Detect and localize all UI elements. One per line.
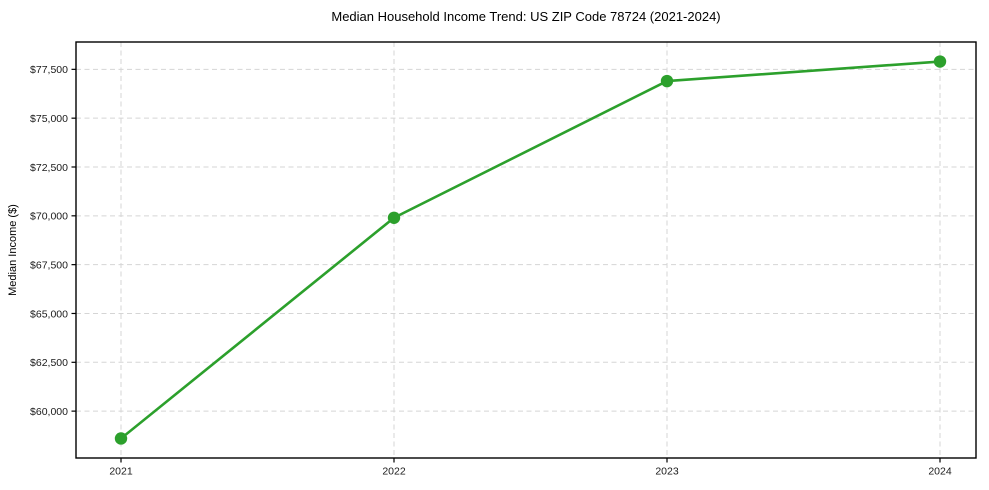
- x-tick-label: 2021: [109, 466, 133, 478]
- plot-border: [75, 41, 977, 459]
- y-tick-label: $75,000: [30, 113, 68, 125]
- y-tick-label: $62,500: [30, 357, 68, 369]
- x-tick-label: 2022: [382, 466, 406, 478]
- y-tick-label: $77,500: [30, 64, 68, 76]
- y-tick-label: $65,000: [30, 308, 68, 320]
- y-tick-label: $72,500: [30, 162, 68, 174]
- y-tick-label: $70,000: [30, 211, 68, 223]
- trend-line: [119, 60, 942, 440]
- data-point-2024: [933, 55, 947, 68]
- x-tick-label: 2024: [928, 466, 952, 478]
- data-point-2021: [114, 432, 128, 445]
- y-tick-label: $60,000: [30, 406, 68, 418]
- x-tick-label: 2023: [655, 466, 679, 478]
- y-tick-label: $67,500: [30, 259, 68, 271]
- data-point-2023: [660, 74, 674, 88]
- data-point-2022: [387, 211, 401, 224]
- chart-title: Median Household Income Trend: US ZIP Co…: [331, 9, 721, 24]
